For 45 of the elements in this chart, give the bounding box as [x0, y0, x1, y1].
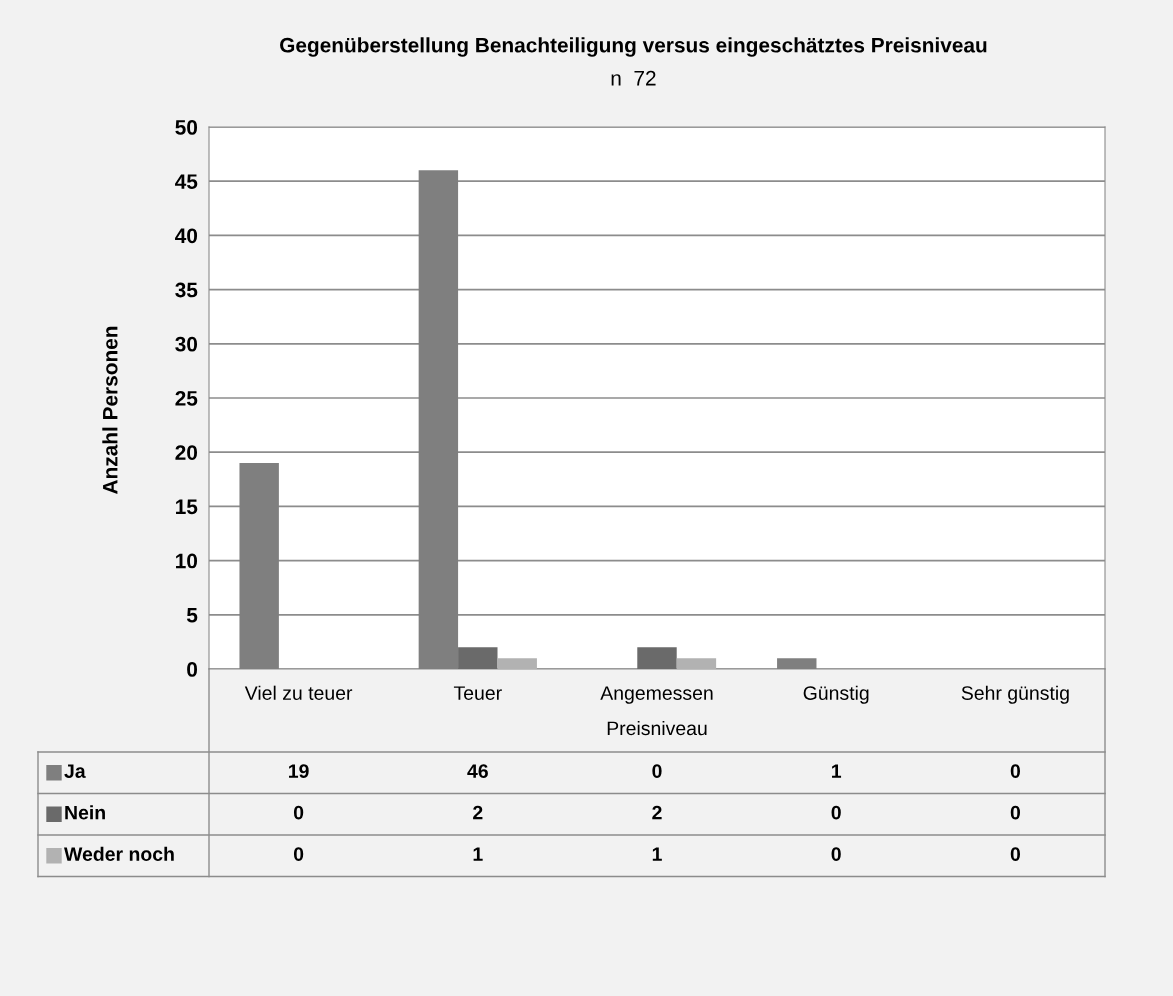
chart-title: Gegenüberstellung Benachteiligung versus eingeschätztes Preisniveau	[280, 37, 987, 57]
y-tick-label: 25	[175, 391, 198, 406]
x-tick-label: Angemessen	[600, 686, 713, 704]
x-tick-label: Sehr günstig	[961, 685, 1069, 704]
data-label: 2	[652, 805, 662, 820]
bar	[239, 463, 279, 669]
x-tick-label: Viel zu teuer	[244, 685, 353, 700]
y-axis-title: Anzahl Personen	[102, 326, 118, 494]
data-label: 1	[473, 847, 483, 861]
legend-label: Ja	[64, 764, 86, 778]
y-tick-label: 15	[176, 499, 198, 515]
data-label: 1	[652, 847, 662, 861]
legend-label: Weder noch	[64, 846, 174, 861]
data-label: 46	[467, 764, 488, 778]
chart-subtitle: n 72	[611, 70, 656, 86]
y-tick-label: 30	[175, 336, 198, 352]
data-label: 1	[832, 764, 842, 778]
y-tick-label: 50	[175, 120, 198, 135]
data-label: 2	[473, 805, 483, 820]
x-tick-label: Teuer	[453, 686, 502, 700]
data-label: 0	[293, 805, 304, 820]
data-label: 0	[1010, 805, 1021, 820]
data-label: 0	[831, 847, 841, 861]
data-label: 0	[652, 764, 662, 778]
data-label: 0	[293, 847, 304, 861]
y-tick-label: 40	[175, 228, 198, 244]
y-tick-label: 20	[175, 445, 198, 460]
y-tick-label: 10	[176, 553, 198, 569]
x-tick-label: Günstig	[803, 685, 869, 704]
data-label: 0	[1010, 847, 1021, 861]
x-axis-title: Preisniveau	[607, 720, 707, 736]
bar	[497, 658, 537, 669]
bar	[676, 658, 717, 669]
data-label: 0	[1010, 764, 1021, 778]
bar	[777, 658, 817, 669]
y-tick-label: 45	[175, 174, 198, 189]
data-label: 19	[289, 764, 309, 778]
bar	[637, 647, 677, 669]
y-tick-label: 35	[175, 282, 198, 298]
y-tick-label: 0	[187, 662, 198, 677]
bar	[418, 170, 459, 669]
legend-label: Nein	[65, 805, 105, 820]
data-label: 0	[831, 805, 841, 820]
y-tick-label: 5	[186, 608, 198, 623]
bar	[458, 647, 498, 669]
